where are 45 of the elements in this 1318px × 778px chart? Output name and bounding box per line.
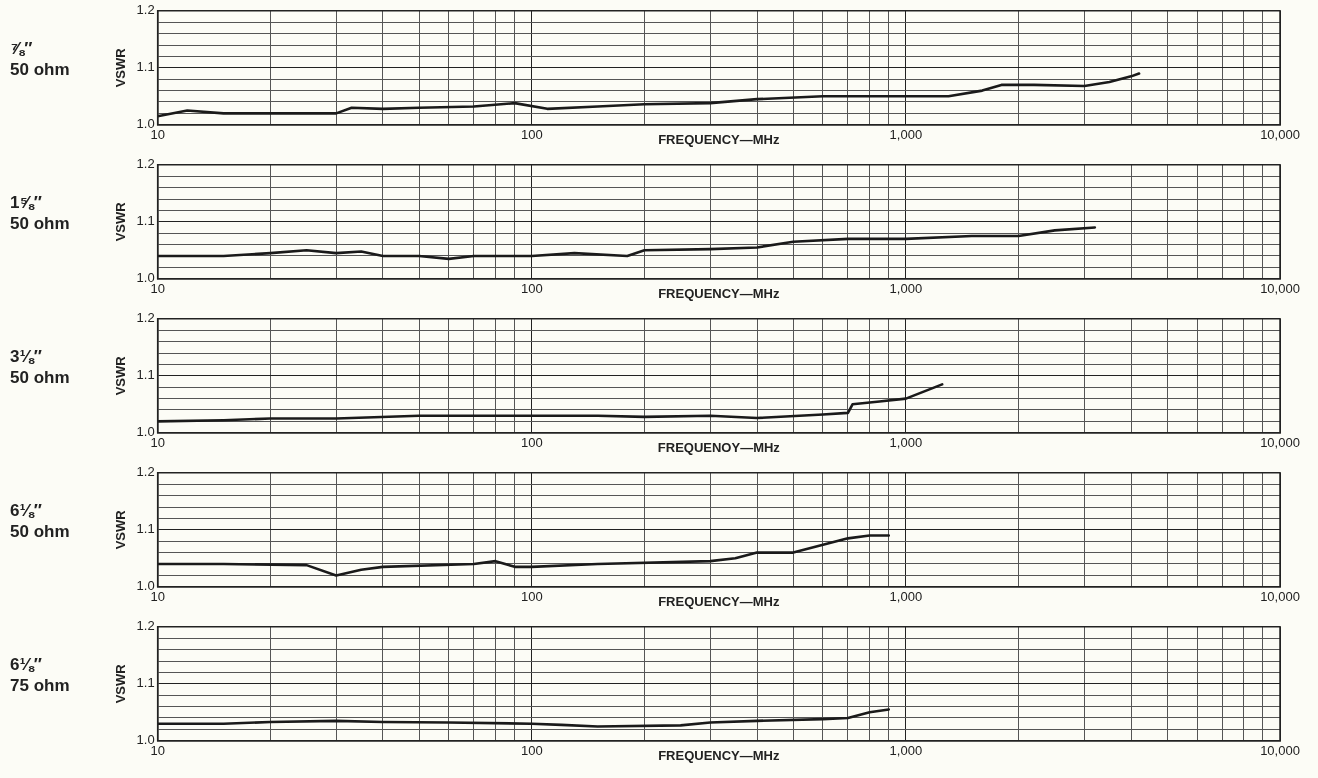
x-tick-label: 1,000: [889, 281, 923, 297]
y-axis-title: VSWR: [113, 47, 129, 88]
x-tick-label: 1,000: [889, 743, 923, 759]
y-tick-label: 1.1: [136, 367, 155, 383]
x-tick-label: 10: [150, 589, 165, 605]
x-axis-title: FREQUENCY—MHz: [658, 593, 780, 609]
text: 6⅛″ 50 ohm: [10, 500, 70, 542]
y-axis-title: VSWR: [113, 355, 129, 396]
x-tick-label: 1,000: [889, 435, 923, 451]
x-tick-label: 1,000: [889, 127, 923, 143]
y-axis-title: VSWR: [113, 201, 129, 242]
x-tick-label: 10: [150, 435, 165, 451]
x-tick-label: 1,000: [889, 589, 923, 605]
x-tick-label: 100: [520, 743, 543, 759]
y-tick-label: 1.2: [136, 464, 155, 480]
y-tick-label: 1.2: [136, 618, 155, 634]
y-tick-label: 1.2: [136, 2, 155, 18]
text: ⅞″ 50 ohm: [10, 38, 70, 80]
y-axis-title: VSWR: [113, 509, 129, 550]
y-axis-title: VSWR: [113, 663, 129, 704]
y-tick-label: 1.2: [136, 156, 155, 172]
x-axis-title: FREQUENCY—MHz: [658, 131, 780, 147]
y-tick-label: 1.1: [136, 675, 155, 691]
text: 1⅝″ 50 ohm: [10, 192, 70, 234]
x-tick-label: 10,000: [1260, 589, 1300, 605]
x-tick-label: 100: [520, 127, 543, 143]
x-tick-label: 100: [520, 281, 543, 297]
y-tick-label: 1.1: [136, 521, 155, 537]
y-tick-label: 1.1: [136, 213, 155, 229]
y-tick-label: 1.2: [136, 310, 155, 326]
x-axis-title: FREQUENOY—MHz: [657, 439, 781, 455]
x-axis-title: FREQUENCY—MHz: [658, 747, 780, 763]
x-tick-label: 100: [520, 589, 543, 605]
x-axis-title: FREQUENCY—MHz: [658, 285, 780, 301]
text: 6⅛″ 75 ohm: [10, 654, 70, 696]
x-tick-label: 10,000: [1260, 743, 1300, 759]
x-tick-label: 10,000: [1260, 435, 1300, 451]
x-tick-label: 100: [520, 435, 543, 451]
x-tick-label: 10: [150, 743, 165, 759]
x-tick-label: 10: [150, 281, 165, 297]
text: 3⅛″ 50 ohm: [10, 346, 70, 388]
y-tick-label: 1.1: [136, 59, 155, 75]
x-tick-label: 10: [150, 127, 165, 143]
x-tick-label: 10,000: [1260, 127, 1300, 143]
x-tick-label: 10,000: [1260, 281, 1300, 297]
